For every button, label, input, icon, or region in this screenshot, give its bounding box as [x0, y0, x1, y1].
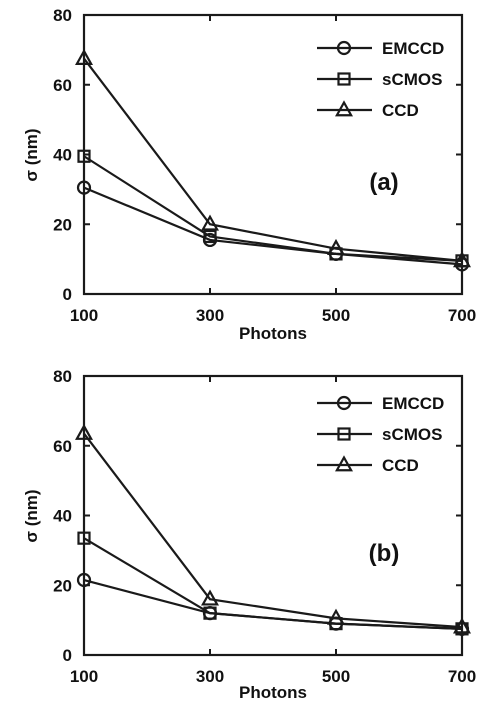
legend-label-emccd: EMCCD [382, 394, 444, 413]
y-tick-label: 80 [53, 367, 72, 386]
legend-marker-ccd [335, 455, 353, 472]
x-axis-label: Photons [239, 324, 307, 343]
data-point-scmos [77, 531, 91, 545]
legend-label-emccd: EMCCD [382, 39, 444, 58]
data-point-scmos [203, 229, 217, 244]
legend-label-scmos: sCMOS [382, 70, 442, 89]
y-tick-label: 0 [63, 646, 72, 665]
plot-frame [82, 374, 464, 657]
legend-marker-scmos [337, 72, 351, 86]
legend-marker-scmos [337, 427, 351, 441]
panel-label: (a) [369, 169, 398, 196]
x-tick-label: 100 [70, 667, 98, 686]
x-tick-label: 700 [448, 306, 476, 325]
x-tick-label: 700 [448, 667, 476, 686]
legend: EMCCD sCMOS CCD [317, 394, 444, 475]
y-tick-label: 80 [53, 6, 72, 25]
legend-marker-emccd [336, 395, 352, 411]
data-point-emccd [76, 180, 92, 195]
data-point-scmos [203, 606, 217, 620]
data-point-ccd [201, 589, 219, 606]
series-line-scmos [83, 537, 463, 630]
data-point-ccd [453, 617, 471, 634]
data-point-ccd [75, 48, 93, 65]
y-axis-label: σ (nm) [22, 128, 41, 181]
x-tick-label: 300 [196, 306, 224, 325]
series-line-ccd [83, 57, 463, 262]
chart-panel-2: 100 300 500 700 0 20 40 60 80 Photons σ (nm) (b) EMC… [22, 367, 476, 702]
data-point-emccd [76, 572, 92, 588]
legend-marker-emccd [336, 40, 352, 56]
data-point-ccd [75, 423, 93, 440]
legend-label-ccd: CCD [382, 101, 419, 120]
x-tick-label: 300 [196, 667, 224, 686]
series-line-scmos [83, 155, 463, 262]
data-point-ccd [453, 251, 471, 268]
y-tick-label: 60 [53, 76, 72, 95]
series-line-emccd [83, 578, 463, 630]
x-tick-label: 500 [322, 306, 350, 325]
y-axis-label: σ (nm) [22, 489, 41, 542]
series-line-ccd [83, 432, 463, 629]
data-point-scmos [77, 149, 91, 163]
y-tick-label: 20 [53, 576, 72, 595]
y-tick-label: 60 [53, 437, 72, 456]
y-tick-label: 20 [53, 215, 72, 234]
data-point-ccd [201, 214, 219, 231]
y-tick-label: 0 [63, 285, 72, 304]
x-tick-label: 500 [322, 667, 350, 686]
legend-marker-ccd [335, 100, 353, 117]
data-point-ccd [327, 238, 345, 256]
data-point-ccd [327, 608, 345, 625]
series-line-emccd [83, 186, 463, 266]
legend: EMCCD sCMOS CCD [317, 39, 444, 120]
y-tick-label: 40 [53, 507, 72, 526]
x-axis-label: Photons [239, 683, 307, 702]
y-tick-label: 40 [53, 146, 72, 165]
legend-label-ccd: CCD [382, 456, 419, 475]
chart-panel-1: 100 300 500 700 0 20 40 60 80 Photons σ (nm) (a) EMC… [22, 6, 476, 343]
x-tick-label: 100 [70, 306, 98, 325]
panel-label: (b) [369, 540, 400, 567]
legend-label-scmos: sCMOS [382, 425, 442, 444]
